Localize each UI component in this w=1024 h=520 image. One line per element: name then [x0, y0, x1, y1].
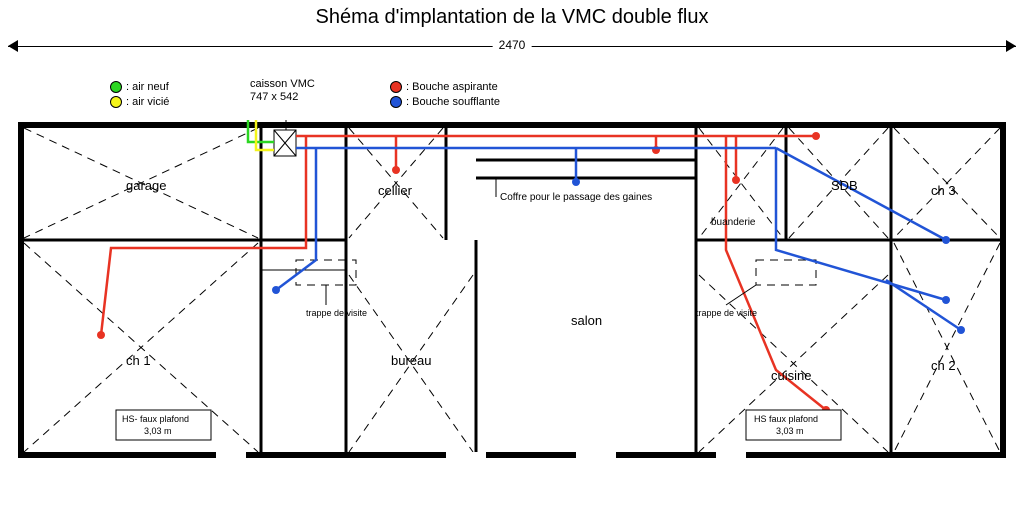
label-buanderie: buanderie	[711, 217, 756, 228]
door-1	[216, 452, 246, 458]
label-soufflante: : Bouche soufflante	[406, 96, 500, 108]
annot-trappe2: trappe de visite	[696, 308, 757, 318]
overall-dimension: 2470	[8, 40, 1016, 54]
svg-text:HS- faux plafond: HS- faux plafond	[122, 414, 189, 424]
door-4	[716, 452, 746, 458]
outer-wall	[21, 125, 1003, 455]
label-ch2: ch 2	[931, 358, 956, 373]
label-ch1: ch 1	[126, 353, 151, 368]
label-bureau: bureau	[391, 353, 431, 368]
trappe-2	[756, 260, 816, 285]
caisson-line1: caisson VMC	[250, 78, 315, 91]
svg-text:3,03 m: 3,03 m	[144, 426, 172, 436]
hs-box-2: HS faux plafond 3,03 m	[746, 410, 841, 440]
dot-soufflante	[390, 96, 402, 108]
legend-left: : air neuf : air vicié	[110, 80, 169, 110]
door-3	[576, 452, 616, 458]
annot-coffre: Coffre pour le passage des gaines	[500, 192, 652, 203]
label-salon: salon	[571, 313, 602, 328]
dot-aspirante	[390, 81, 402, 93]
vmc-caisson	[274, 130, 296, 156]
dot-air-vicie	[110, 96, 122, 108]
duct-network-red	[97, 132, 830, 414]
caisson-label: caisson VMC 747 x 542	[250, 78, 315, 104]
dot-air-neuf	[110, 81, 122, 93]
label-air-vicie: : air vicié	[126, 96, 169, 108]
label-garage: garage	[126, 178, 166, 193]
dim-value: 2470	[493, 38, 532, 52]
annot-trappe1: trappe de visite	[306, 308, 367, 318]
label-cuisine: cuisine	[771, 368, 811, 383]
caisson-line2: 747 x 542	[250, 91, 315, 104]
svg-text:HS faux plafond: HS faux plafond	[754, 414, 818, 424]
legend-right: : Bouche aspirante : Bouche soufflante	[390, 80, 500, 110]
label-aspirante: : Bouche aspirante	[406, 81, 498, 93]
svg-text:3,03 m: 3,03 m	[776, 426, 804, 436]
hs-box-1: HS- faux plafond 3,03 m	[116, 410, 211, 440]
label-ch3: ch 3	[931, 183, 956, 198]
label-cellier: cellier	[378, 183, 413, 198]
page-title: Shéma d'implantation de la VMC double fl…	[0, 0, 1024, 29]
label-sdb: SDB	[831, 178, 858, 193]
floor-plan: garage cellier SDB ch 3 buanderie ch 1 b…	[16, 120, 1008, 480]
ceiling-cross-ch2	[894, 243, 1000, 452]
label-air-neuf: : air neuf	[126, 81, 169, 93]
door-2	[446, 452, 486, 458]
